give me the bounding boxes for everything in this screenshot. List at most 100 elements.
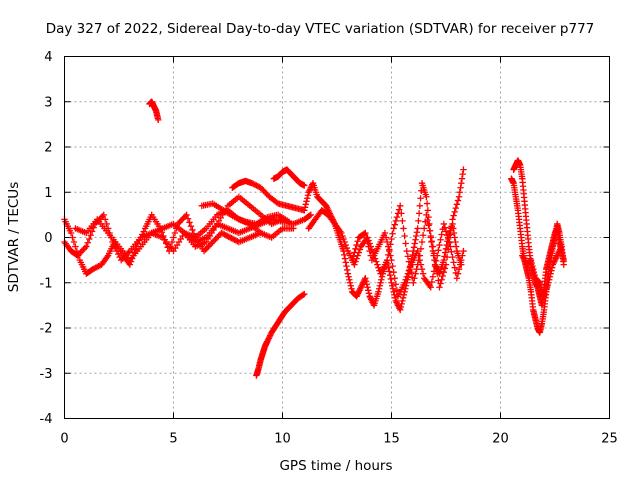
data-point [451,264,458,271]
data-point [399,294,407,302]
data-point [427,284,434,291]
x-tick-label: 25 [601,432,618,447]
data-point [431,262,439,270]
data-point [171,229,179,237]
data-point [75,252,82,259]
series-track-l [349,220,467,300]
data-point [341,255,349,262]
data-point [344,270,352,277]
x-tick-label: 5 [169,432,177,447]
data-point [81,244,89,252]
data-point [170,234,177,241]
data-point [447,243,454,250]
data-point [353,241,360,249]
data-point [416,202,424,210]
plot-frame [64,56,610,419]
data-point [401,279,408,286]
data-point [348,285,355,292]
data-point [418,265,426,273]
data-point [426,227,433,234]
x-tick-label: 15 [383,432,400,447]
data-point [386,272,394,279]
data-point [440,268,448,276]
series-track-f [229,177,308,214]
data-point [349,256,356,264]
data-point [301,207,308,214]
data-point [69,234,76,241]
data-point [399,217,406,225]
data-point [352,258,359,265]
data-point [73,247,81,255]
data-point [137,234,144,241]
data-point [301,204,309,211]
data-point [385,264,392,271]
data-point [528,259,535,267]
data-point [373,258,380,265]
series-track-k [305,166,467,291]
data-point [452,204,460,212]
data-point [417,261,425,268]
y-tick-label: 0 [44,231,52,246]
data-point [535,278,543,286]
x-tick-label: 20 [492,432,509,447]
data-point [546,273,554,280]
data-point [390,225,397,232]
data-point [72,243,79,250]
data-point [441,265,449,272]
data-point [423,211,430,219]
data-point [453,201,461,208]
data-point [452,243,460,250]
data-point [458,175,466,182]
data-point [404,270,412,277]
x-axis-label: GPS time / hours [279,458,392,474]
y-tick-label: -1 [40,276,53,291]
data-point [345,273,352,280]
data-point [304,195,311,202]
data-point [442,261,450,268]
data-point [450,212,457,219]
data-point [449,216,456,223]
data-point [306,212,313,219]
data-point [415,217,422,225]
data-point [434,252,441,259]
data-point [301,290,308,298]
data-point [547,270,554,277]
data-point [411,275,418,282]
data-point [346,276,353,283]
data-point [343,262,350,270]
data-point [438,231,445,238]
data-point [424,216,431,224]
data-point [405,267,413,274]
data-point [423,200,431,207]
data-point [446,239,453,246]
data-point [365,287,372,294]
data-point [390,268,397,276]
data-point [208,240,215,247]
data-point [454,270,462,277]
data-point [354,238,361,245]
y-tick-label: -2 [40,322,53,337]
data-point [440,256,448,264]
data-point [389,230,396,237]
data-point [346,279,354,286]
data-point [398,300,405,308]
data-point [376,282,384,289]
data-point [339,232,346,240]
data-point [451,208,458,216]
data-point [403,273,410,280]
data-point [449,253,456,261]
data-point [412,270,419,277]
data-point [456,261,464,268]
data-point [392,217,400,225]
data-point [134,240,142,247]
data-point [80,246,87,253]
data-point [545,279,552,286]
data-point [460,247,467,255]
data-point [263,190,270,197]
data-point [545,276,553,283]
y-tick-label: 4 [44,50,52,65]
data-point [450,229,458,237]
data-point [352,245,359,253]
data-point [428,238,436,245]
data-point [417,245,425,253]
